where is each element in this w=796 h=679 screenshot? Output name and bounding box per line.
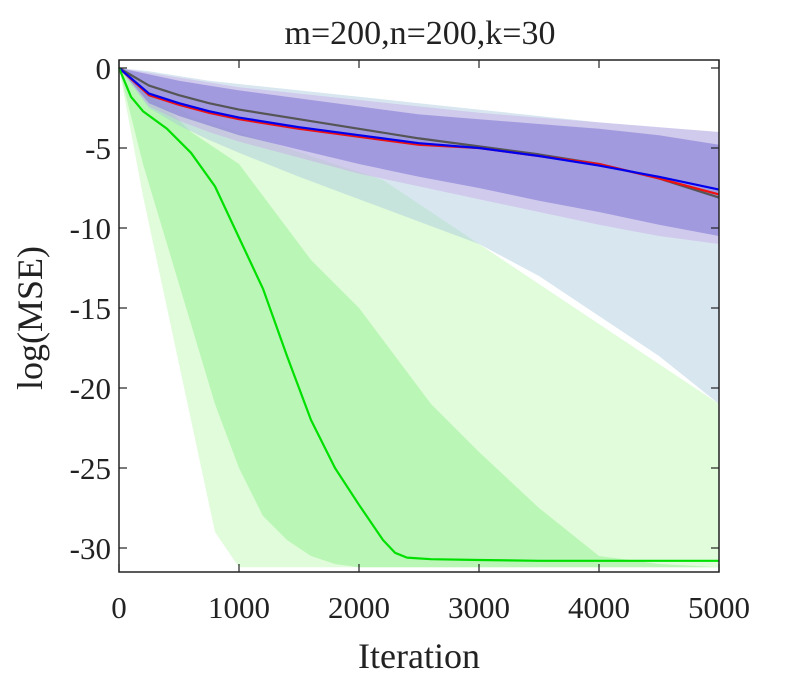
y-tick-label-3: -15 xyxy=(70,291,111,326)
series-line-1 xyxy=(118,67,720,191)
y-tick-label-2: -10 xyxy=(70,211,111,246)
x-tick-label-3: 3000 xyxy=(448,590,510,625)
series-lines xyxy=(117,67,720,562)
series-line-0 xyxy=(117,67,719,562)
x-tick-label-0: 0 xyxy=(111,590,127,625)
band-1 xyxy=(119,68,719,236)
y-tick-label-0: 0 xyxy=(96,51,112,86)
x-axis-label: Iteration xyxy=(358,636,480,676)
x-tick-label-1: 1000 xyxy=(208,590,270,625)
x-tick-label-5: 5000 xyxy=(688,590,750,625)
band-inner-0 xyxy=(119,68,719,568)
y-tick-label-6: -30 xyxy=(70,531,111,566)
chart-title: m=200,n=200,k=30 xyxy=(285,15,556,52)
x-axis-ticks: 0 1000 2000 3000 4000 5000 xyxy=(111,60,750,625)
y-tick-label-1: -5 xyxy=(85,131,111,166)
x-tick-label-2: 2000 xyxy=(328,590,390,625)
y-tick-label-4: -20 xyxy=(70,371,111,406)
y-axis-ticks: 0 -5 -10 -15 -20 -25 -30 xyxy=(70,51,719,566)
confidence-bands xyxy=(119,68,719,568)
y-axis-label: log(MSE) xyxy=(10,246,50,390)
x-tick-label-4: 4000 xyxy=(568,590,630,625)
plot-frame xyxy=(118,59,720,573)
y-tick-label-5: -25 xyxy=(70,451,111,486)
series-line-2 xyxy=(118,67,720,196)
